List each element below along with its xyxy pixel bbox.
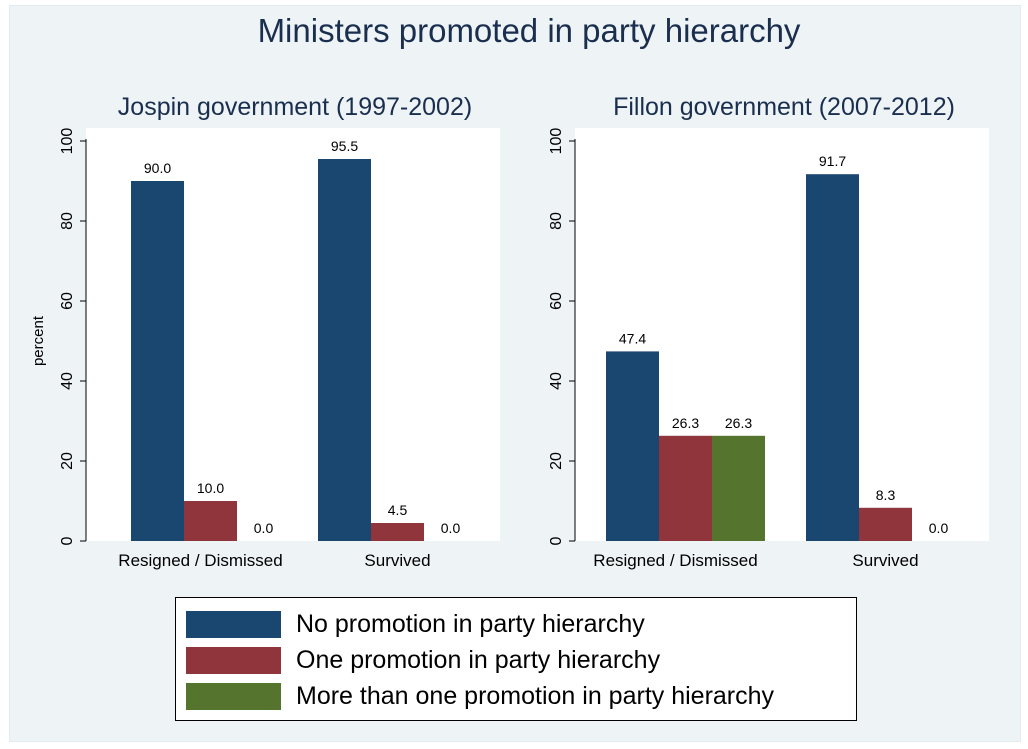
bar [859,507,912,541]
y-axis-label: percent [30,315,47,366]
bar [371,523,424,541]
x-category-label: Resigned / Dismissed [593,551,757,570]
panel-title: Jospin government (1997-2002) [118,93,472,121]
y-tick-label: 60 [548,292,565,310]
y-tick-label: 20 [548,452,565,470]
bar-value-label: 0.0 [929,520,949,536]
y-tick-label: 80 [548,212,565,230]
bar-value-label: 26.3 [725,415,752,431]
bar-value-label: 0.0 [254,520,274,536]
legend-swatch-one-promotion [186,646,281,674]
y-tick-label: 20 [59,452,76,470]
bar-value-label: 10.0 [197,480,224,496]
bar-value-label: 0.0 [441,520,461,536]
bar-value-label: 47.4 [619,330,646,346]
legend-swatch-more-promotions [186,682,281,710]
bar [318,159,371,541]
y-tick-label: 0 [548,536,565,545]
legend-swatch-no-promotion [186,610,281,638]
x-category-label: Resigned / Dismissed [118,551,282,570]
y-tick-label: 80 [59,212,76,230]
bar [131,181,184,541]
y-tick-label: 60 [59,292,76,310]
legend-label: More than one promotion in party hierarc… [296,681,775,710]
chart-title: Ministers promoted in party hierarchy [258,12,801,49]
bar [806,174,859,541]
y-tick-label: 100 [548,128,565,155]
bar-value-label: 26.3 [672,415,699,431]
y-tick-label: 0 [59,536,76,545]
y-tick-label: 40 [548,372,565,390]
bar [659,435,712,541]
legend: No promotion in party hierarchy One prom… [175,597,857,721]
legend-label: No promotion in party hierarchy [296,609,645,638]
y-tick-label: 40 [59,372,76,390]
bar [184,501,237,541]
bar-value-label: 95.5 [331,138,358,154]
x-category-label: Survived [364,551,430,570]
panel-title: Fillon government (2007-2012) [613,93,955,121]
bar-value-label: 90.0 [144,160,171,176]
bar [712,435,765,541]
bar-value-label: 4.5 [388,502,408,518]
legend-item-no-promotion: No promotion in party hierarchy [186,606,645,642]
bar-value-label: 8.3 [876,487,896,503]
bar [606,351,659,541]
legend-label: One promotion in party hierarchy [296,645,661,674]
bar-value-label: 91.7 [819,153,846,169]
y-tick-label: 100 [59,128,76,155]
legend-item-more-promotions: More than one promotion in party hierarc… [186,678,774,714]
legend-item-one-promotion: One promotion in party hierarchy [186,642,660,678]
x-category-label: Survived [852,551,918,570]
